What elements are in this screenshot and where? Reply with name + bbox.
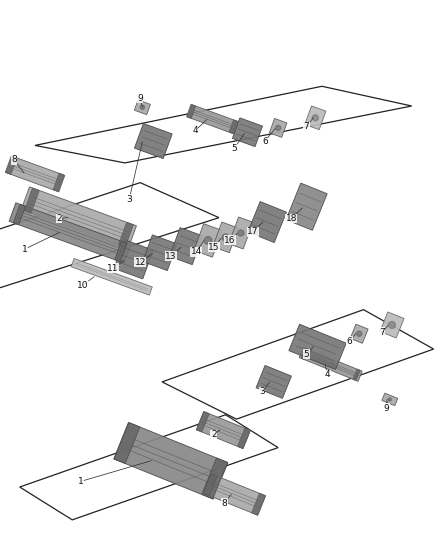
Polygon shape xyxy=(301,348,308,360)
Text: 12: 12 xyxy=(134,258,146,267)
Circle shape xyxy=(388,398,392,401)
Text: 3: 3 xyxy=(126,195,132,204)
Polygon shape xyxy=(350,324,368,343)
Polygon shape xyxy=(71,259,152,295)
Polygon shape xyxy=(114,423,140,464)
Polygon shape xyxy=(256,366,291,398)
Polygon shape xyxy=(134,124,172,159)
Polygon shape xyxy=(9,203,131,263)
Text: 9: 9 xyxy=(383,403,389,413)
Text: 17: 17 xyxy=(247,227,259,236)
Text: 4: 4 xyxy=(192,126,198,135)
Polygon shape xyxy=(134,100,150,115)
Circle shape xyxy=(140,105,145,109)
Text: 6: 6 xyxy=(262,136,268,146)
Polygon shape xyxy=(305,106,326,130)
Circle shape xyxy=(238,230,244,236)
Text: 8: 8 xyxy=(11,155,17,164)
Polygon shape xyxy=(170,228,203,265)
Polygon shape xyxy=(143,235,177,271)
Polygon shape xyxy=(289,324,346,369)
Circle shape xyxy=(222,234,229,241)
Text: 18: 18 xyxy=(286,214,297,223)
Text: 1: 1 xyxy=(78,477,84,486)
Polygon shape xyxy=(21,187,137,248)
Text: 7: 7 xyxy=(379,328,385,337)
Text: 16: 16 xyxy=(224,236,236,245)
Polygon shape xyxy=(299,348,362,381)
Text: 10: 10 xyxy=(77,281,88,290)
Polygon shape xyxy=(286,183,327,230)
Polygon shape xyxy=(269,118,287,138)
Polygon shape xyxy=(380,312,404,338)
Text: 9: 9 xyxy=(137,94,143,103)
Polygon shape xyxy=(251,493,265,515)
Polygon shape xyxy=(114,422,228,499)
Text: 13: 13 xyxy=(165,252,177,261)
Polygon shape xyxy=(187,104,238,134)
Text: 5: 5 xyxy=(304,350,310,359)
Text: 8: 8 xyxy=(221,499,227,508)
Polygon shape xyxy=(5,156,65,192)
Polygon shape xyxy=(229,217,253,249)
Polygon shape xyxy=(53,173,64,191)
Text: 15: 15 xyxy=(208,243,219,252)
Polygon shape xyxy=(202,458,227,499)
Polygon shape xyxy=(237,428,251,449)
Polygon shape xyxy=(196,411,209,432)
Polygon shape xyxy=(115,241,127,262)
Polygon shape xyxy=(203,474,217,496)
Polygon shape xyxy=(233,118,262,147)
Text: 3: 3 xyxy=(259,387,265,397)
Polygon shape xyxy=(6,156,17,174)
Polygon shape xyxy=(213,222,238,253)
Text: 11: 11 xyxy=(107,263,119,272)
Polygon shape xyxy=(114,240,153,279)
Polygon shape xyxy=(229,120,237,134)
Polygon shape xyxy=(13,204,25,225)
Text: 14: 14 xyxy=(191,247,202,256)
Polygon shape xyxy=(118,222,134,247)
Polygon shape xyxy=(353,369,360,381)
Circle shape xyxy=(276,125,281,131)
Polygon shape xyxy=(24,188,39,213)
Text: 7: 7 xyxy=(304,122,310,131)
Text: 6: 6 xyxy=(346,337,353,346)
Text: 1: 1 xyxy=(21,245,28,254)
Circle shape xyxy=(204,237,212,245)
Text: 2: 2 xyxy=(211,430,216,439)
Text: 5: 5 xyxy=(231,144,237,153)
Polygon shape xyxy=(203,474,266,515)
Polygon shape xyxy=(187,104,196,118)
Polygon shape xyxy=(194,224,222,257)
Circle shape xyxy=(312,115,318,121)
Text: 4: 4 xyxy=(325,370,330,379)
Text: 2: 2 xyxy=(57,214,62,223)
Polygon shape xyxy=(248,201,286,243)
Circle shape xyxy=(389,321,396,328)
Polygon shape xyxy=(196,411,251,449)
Circle shape xyxy=(357,331,362,336)
Polygon shape xyxy=(382,393,398,406)
